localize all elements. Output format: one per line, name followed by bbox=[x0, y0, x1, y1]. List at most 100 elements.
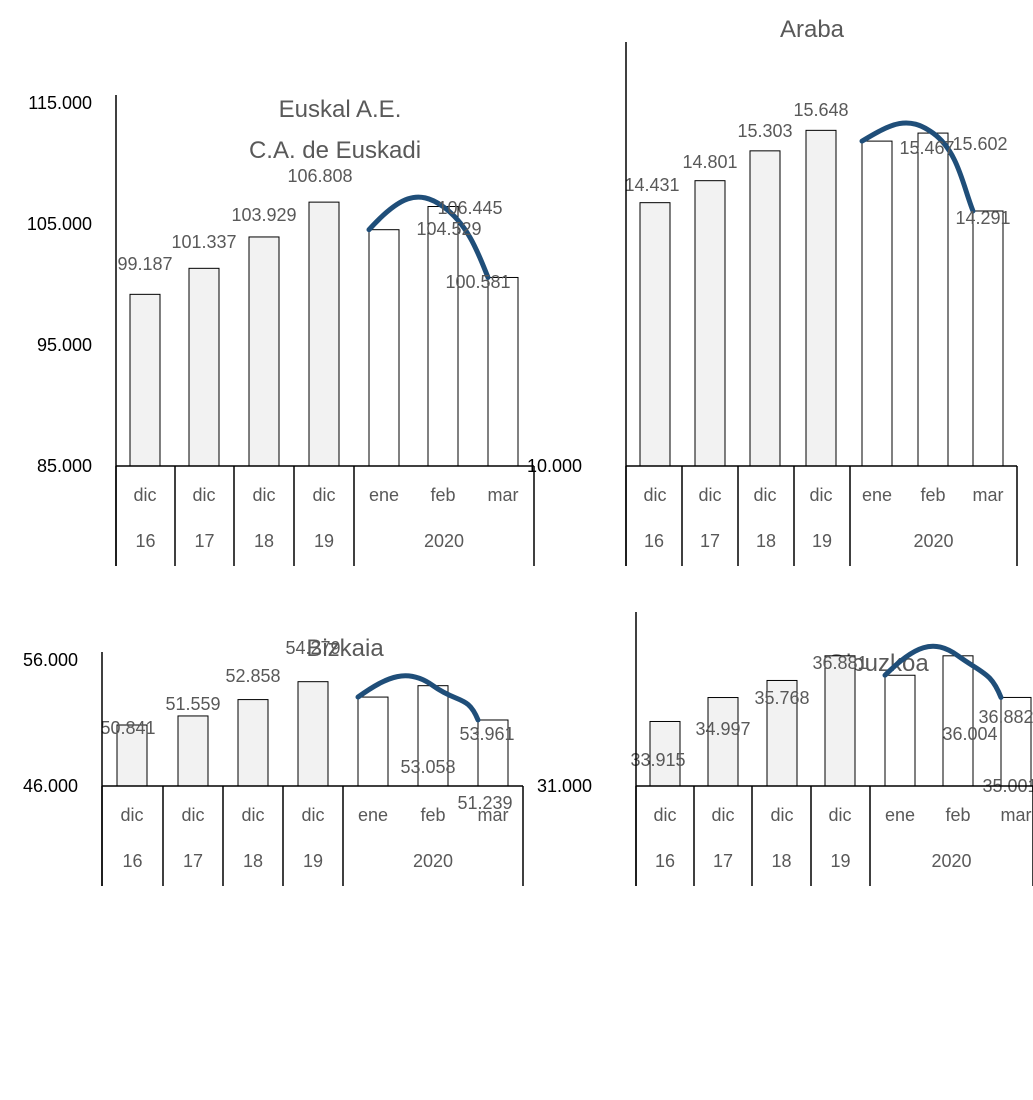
bar bbox=[972, 210, 1004, 467]
bar bbox=[707, 697, 739, 787]
x-tick-label: dic bbox=[192, 485, 215, 505]
x-tick-label: dic bbox=[643, 485, 666, 505]
data-label: 51.559 bbox=[165, 694, 220, 714]
x-tick-label: mar bbox=[488, 485, 519, 505]
chart-panel-2: Bizkaia 56.000 46.000 50.841 51.55952.85854.… bbox=[23, 635, 524, 886]
trend-line-2020 bbox=[882, 643, 1004, 700]
x-group-label: 18 bbox=[771, 851, 791, 871]
chart-title: Euskal A.E. bbox=[279, 96, 402, 123]
x-group-label: 2020 bbox=[413, 851, 453, 871]
data-label: 51.239 bbox=[457, 793, 512, 813]
bar bbox=[297, 681, 329, 787]
x-tick-label: feb bbox=[920, 485, 945, 505]
x-tick-label: ene bbox=[369, 485, 399, 505]
x-group-label: 17 bbox=[700, 531, 720, 551]
x-tick-label: feb bbox=[430, 485, 455, 505]
bar bbox=[649, 720, 681, 787]
bar bbox=[917, 132, 949, 467]
bar bbox=[694, 180, 726, 467]
x-group-label: 16 bbox=[644, 531, 664, 551]
x-group-label: 17 bbox=[183, 851, 203, 871]
bar bbox=[357, 696, 389, 787]
x-tick-label: mar bbox=[478, 805, 509, 825]
data-label: 106.445 bbox=[437, 198, 502, 218]
x-tick-label: feb bbox=[945, 805, 970, 825]
data-label: 35.768 bbox=[754, 688, 809, 708]
data-label: 52.858 bbox=[225, 666, 280, 686]
chart-title: Araba bbox=[780, 16, 845, 43]
x-group-label: 19 bbox=[314, 531, 334, 551]
bar bbox=[1000, 696, 1032, 787]
x-tick-label: dic bbox=[698, 485, 721, 505]
x-tick-label: feb bbox=[420, 805, 445, 825]
bar bbox=[824, 655, 856, 787]
data-label: 15.303 bbox=[737, 121, 792, 141]
data-label: 14.801 bbox=[682, 152, 737, 172]
x-group-label: 17 bbox=[194, 531, 214, 551]
data-label: 36.881 bbox=[812, 653, 867, 673]
bar bbox=[639, 202, 671, 467]
x-group-label: 16 bbox=[135, 531, 155, 551]
bar bbox=[861, 140, 893, 467]
data-label: 100.581 bbox=[445, 272, 510, 292]
y-tick-label: 31.000 bbox=[537, 776, 592, 796]
x-group-label: 18 bbox=[254, 531, 274, 551]
data-label: 34.997 bbox=[695, 719, 750, 739]
x-tick-label: dic bbox=[120, 805, 143, 825]
bar bbox=[884, 674, 916, 787]
x-tick-label: ene bbox=[358, 805, 388, 825]
x-tick-label: ene bbox=[862, 485, 892, 505]
x-group-label: 18 bbox=[756, 531, 776, 551]
x-group-label: 19 bbox=[303, 851, 323, 871]
chart-title: Bizkaia bbox=[306, 635, 384, 662]
trend-line-2020 bbox=[366, 194, 491, 280]
x-tick-label: dic bbox=[828, 805, 851, 825]
chart-panel-0: Euskal A.E. C.A. de Euskadi 115.000 105.000… bbox=[27, 93, 535, 566]
y-tick-label: 56.000 bbox=[23, 650, 78, 670]
bar bbox=[129, 293, 161, 467]
bar bbox=[177, 715, 209, 787]
data-label: 36.882 bbox=[978, 707, 1033, 727]
x-tick-label: dic bbox=[809, 485, 832, 505]
x-tick-label: dic bbox=[753, 485, 776, 505]
x-group-label: 16 bbox=[122, 851, 142, 871]
bar bbox=[749, 150, 781, 467]
x-group-label: 2020 bbox=[424, 531, 464, 551]
data-label: 106.808 bbox=[287, 166, 352, 186]
bar bbox=[487, 276, 519, 467]
y-tick-label: 95.000 bbox=[37, 335, 92, 355]
data-label: 104.529 bbox=[416, 219, 481, 239]
chart-panel-3: Gipuzkoa31.00033.91534.99735.76836.88136… bbox=[537, 612, 1033, 886]
x-group-label: 19 bbox=[830, 851, 850, 871]
y-tick-label: 85.000 bbox=[37, 456, 92, 476]
x-group-label: 16 bbox=[655, 851, 675, 871]
x-group-label: 17 bbox=[713, 851, 733, 871]
data-label: 36.004 bbox=[942, 724, 997, 744]
y-tick-label: 46.000 bbox=[23, 776, 78, 796]
trend-line-2020 bbox=[355, 673, 481, 723]
bar bbox=[188, 267, 220, 467]
x-tick-label: dic bbox=[770, 805, 793, 825]
x-group-label: 19 bbox=[812, 531, 832, 551]
bar bbox=[477, 719, 509, 787]
x-tick-label: mar bbox=[973, 485, 1004, 505]
data-label: 99.187 bbox=[117, 254, 172, 274]
y-tick-label: 105.000 bbox=[27, 214, 92, 234]
data-label: 53.961 bbox=[459, 724, 514, 744]
x-tick-label: mar bbox=[1001, 805, 1032, 825]
data-label: 15.648 bbox=[793, 100, 848, 120]
x-tick-label: dic bbox=[711, 805, 734, 825]
bar bbox=[116, 724, 148, 787]
data-label: 15.467 bbox=[899, 138, 954, 158]
y-tick-label: 10.000 bbox=[527, 456, 582, 476]
data-label: 33.915 bbox=[630, 750, 685, 770]
x-tick-label: dic bbox=[252, 485, 275, 505]
data-label: 101.337 bbox=[171, 232, 236, 252]
bar bbox=[427, 206, 459, 467]
chart-title: C.A. de Euskadi bbox=[249, 137, 421, 164]
data-label: 15.602 bbox=[952, 134, 1007, 154]
x-tick-label: dic bbox=[312, 485, 335, 505]
x-group-label: 2020 bbox=[913, 531, 953, 551]
